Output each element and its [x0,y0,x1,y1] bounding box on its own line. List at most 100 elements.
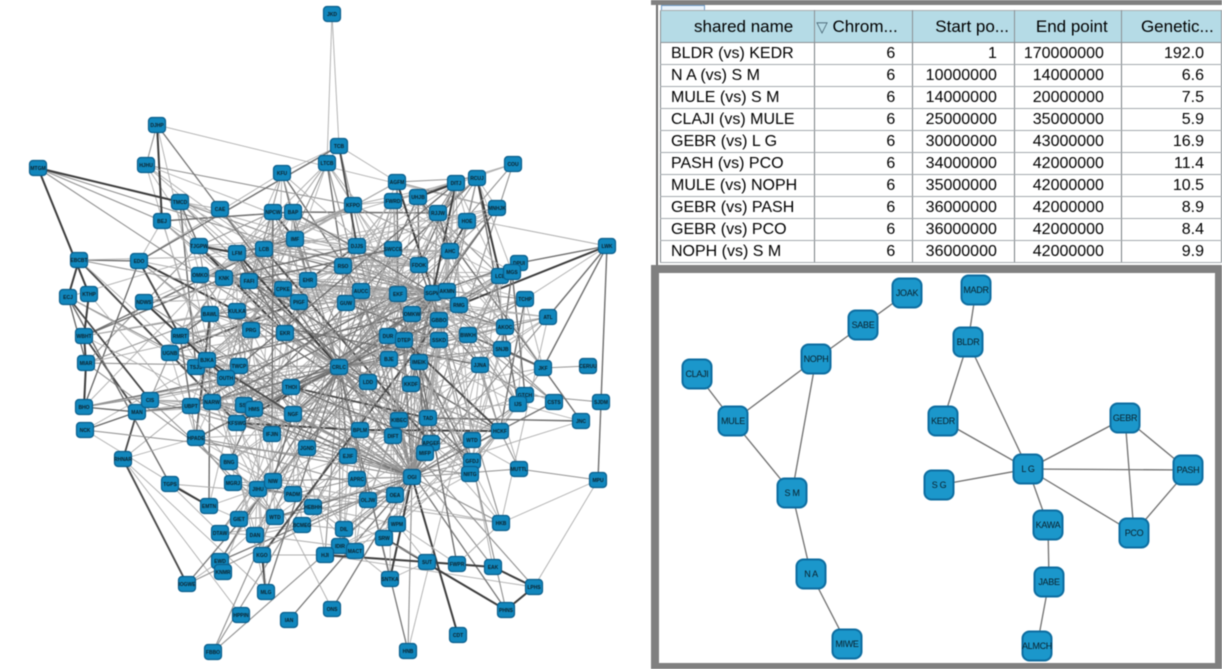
svg-text:EDO: EDO [134,259,145,265]
svg-text:BJE: BJE [384,357,394,363]
svg-text:DPUI: DPUI [513,261,526,267]
svg-text:KGO: KGO [256,553,268,559]
svg-text:OLJW: OLJW [361,498,376,504]
svg-text:ONS: ONS [327,607,339,613]
svg-text:EHR: EHR [303,278,314,284]
svg-text:KAWA: KAWA [1036,520,1061,530]
svg-text:FWRD: FWRD [386,199,401,205]
svg-text:IMEIK: IMEIK [412,360,426,366]
svg-text:CRLC: CRLC [332,365,346,371]
svg-text:NCK: NCK [80,428,91,434]
svg-text:HKB: HKB [496,521,507,527]
svg-text:PHNS: PHNS [499,608,514,614]
svg-text:EAK: EAK [488,565,499,571]
svg-text:NOPH: NOPH [804,354,829,364]
svg-text:JKF: JKF [538,366,547,372]
svg-text:HNB: HNB [403,649,414,655]
svg-text:AKMN: AKMN [440,289,455,295]
svg-text:DJHP: DJHP [150,123,164,129]
svg-text:EKR: EKR [280,331,291,337]
svg-text:CIS: CIS [146,398,155,404]
svg-text:RMRT: RMRT [173,334,187,340]
svg-text:JGND: JGND [300,446,314,452]
svg-text:KIBEC: KIBEC [391,418,407,424]
svg-text:MULE: MULE [721,416,745,426]
svg-text:JKD: JKD [327,12,337,18]
svg-text:SNTKA: SNTKA [381,577,399,583]
svg-text:IFJIN: IFJIN [266,432,279,438]
svg-text:AKOC: AKOC [498,325,513,331]
svg-text:LTCB: LTCB [321,161,334,167]
svg-text:HEBHH: HEBHH [304,505,322,511]
svg-text:MIAR: MIAR [80,361,93,367]
svg-text:HJHU: HJHU [139,163,153,169]
svg-text:TGPS: TGPS [163,482,177,488]
svg-text:CPKE: CPKE [276,287,291,293]
svg-text:DTAW: DTAW [213,531,228,537]
svg-text:TCB: TCB [334,144,345,150]
svg-text:N A: N A [804,569,818,579]
svg-text:TJGPW: TJGPW [190,244,208,250]
svg-text:CDT: CDT [453,633,463,639]
svg-text:KKDF: KKDF [404,382,418,388]
svg-text:BHO: BHO [78,405,89,411]
svg-text:SJDM: SJDM [594,400,608,406]
svg-text:KFSWG: KFSWG [228,421,247,427]
svg-text:KNMR: KNMR [216,570,231,576]
svg-text:RCUJ: RCUJ [470,176,484,182]
svg-text:TCHP: TCHP [518,297,532,303]
svg-text:LFM: LFM [232,251,242,257]
svg-text:IDIR: IDIR [335,544,345,550]
svg-text:OMKW: OMKW [404,312,421,318]
svg-text:NIW: NIW [268,479,278,485]
svg-text:HPPIN: HPPIN [233,613,249,619]
svg-text:RJJW: RJJW [431,211,445,217]
svg-text:JABE: JABE [1038,577,1060,587]
svg-text:BPLM: BPLM [353,428,367,434]
svg-text:THOI: THOI [285,385,298,391]
svg-text:MTGM: MTGM [30,166,45,172]
svg-text:CAE: CAE [215,207,226,213]
svg-text:JOAK: JOAK [896,288,919,298]
svg-text:EWD: EWD [214,559,226,565]
svg-text:OEA: OEA [390,493,401,499]
svg-text:HJI: HJI [321,553,329,559]
svg-text:NARW: NARW [204,400,220,406]
svg-text:MIWE: MIWE [835,639,859,649]
svg-text:SUT: SUT [422,560,432,566]
svg-text:FWPR: FWPR [450,562,465,568]
svg-text:SSKD: SSKD [432,338,446,344]
svg-text:APGEF: APGEF [422,441,439,447]
svg-text:EKF: EKF [393,292,403,298]
svg-text:IMF: IMF [291,237,300,243]
svg-text:LCL: LCL [495,274,505,280]
svg-text:PIGF: PIGF [293,300,305,306]
svg-text:HMS: HMS [248,407,260,413]
svg-text:PCO: PCO [1125,528,1144,538]
svg-text:BJKA: BJKA [200,358,214,364]
svg-text:IOGWE: IOGWE [178,582,196,588]
svg-text:UHJB: UHJB [411,195,425,201]
svg-text:JNC: JNC [576,419,586,425]
svg-text:WBHT: WBHT [77,334,92,340]
svg-text:CERUU: CERUU [579,364,597,370]
svg-text:NPCW: NPCW [265,210,281,216]
svg-text:MPU: MPU [592,478,604,484]
svg-text:OGI: OGI [407,475,417,481]
svg-text:PASH: PASH [1177,465,1200,475]
svg-text:SWCCE: SWCCE [384,247,403,253]
svg-text:BAP: BAP [288,210,299,216]
svg-text:EBCBT: EBCBT [70,258,87,264]
svg-text:PRG: PRG [246,328,257,334]
svg-text:NDWS: NDWS [136,300,152,306]
svg-text:GUW: GUW [340,301,353,307]
svg-text:LDD: LDD [363,380,374,386]
svg-text:GFDJ: GFDJ [465,459,479,465]
svg-text:EMTN: EMTN [202,504,217,510]
svg-text:DUR: DUR [383,334,394,340]
svg-text:PADM: PADM [286,492,300,498]
svg-text:L G: L G [1021,464,1035,474]
svg-text:KNK: KNK [219,276,230,282]
svg-text:DAN: DAN [250,533,261,539]
svg-text:KTHP: KTHP [82,292,96,298]
